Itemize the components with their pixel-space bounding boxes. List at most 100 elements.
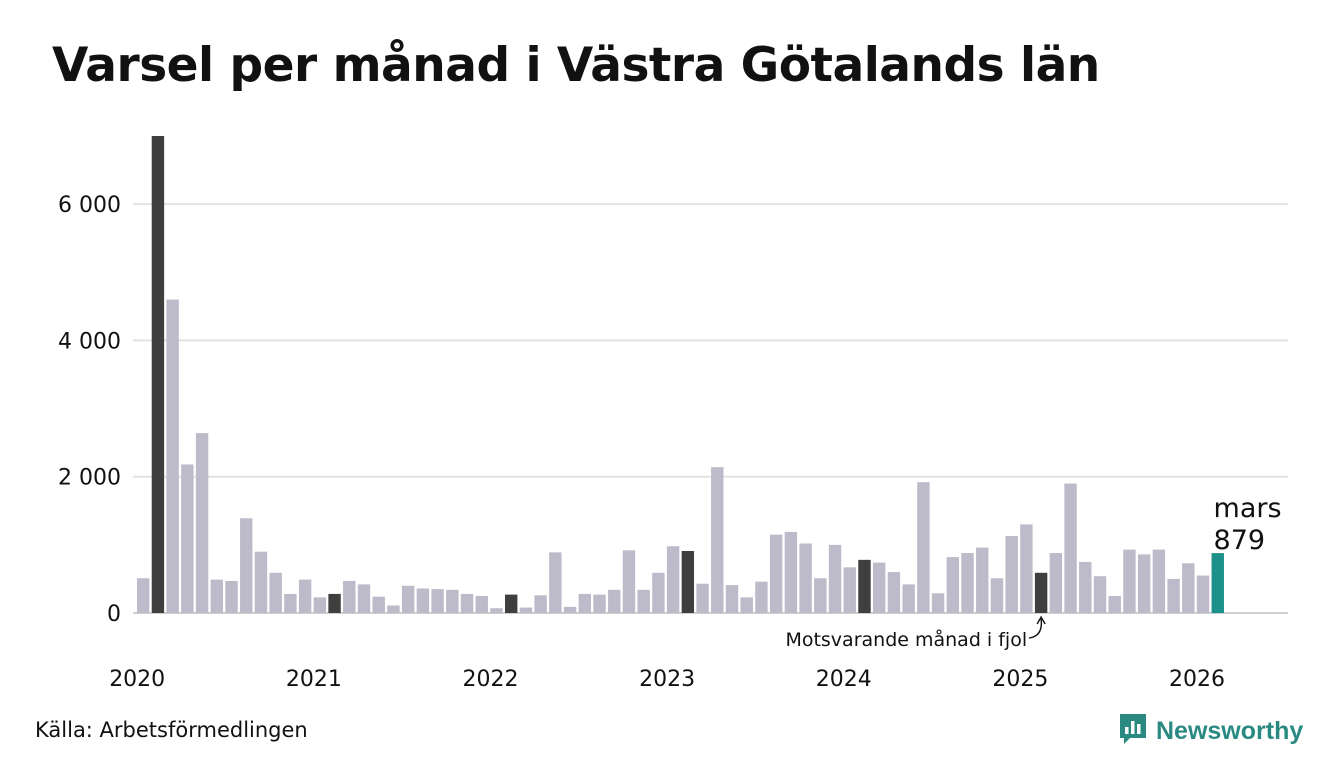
bar: [519, 607, 533, 613]
bar: [740, 597, 753, 613]
bar: [1079, 561, 1092, 613]
bar: [1182, 563, 1195, 613]
x-tick-label: 2021: [286, 667, 342, 692]
bar: [578, 593, 591, 613]
bar: [652, 572, 665, 613]
bar: [1196, 575, 1210, 613]
bar: [313, 597, 327, 613]
bar: [357, 584, 371, 613]
bar: [1005, 535, 1018, 613]
brand-logo[interactable]: Newsworthy: [1118, 712, 1303, 750]
chart-title: Varsel per månad i Västra Götalands län: [52, 38, 1100, 93]
bar: [769, 534, 783, 613]
bar: [828, 544, 842, 613]
bar: [814, 578, 827, 613]
bar: [181, 464, 194, 613]
bar: [563, 606, 577, 613]
x-tick-label: 2023: [639, 667, 695, 692]
bar: [151, 136, 165, 613]
bar: [505, 594, 518, 613]
x-axis: 2020 2021 2022 2023 2024 2025 2026: [109, 667, 1225, 692]
bar: [1108, 595, 1121, 613]
bar: [387, 605, 400, 613]
bar: [298, 579, 312, 613]
annotation-arrow: [1028, 618, 1043, 639]
bar: [549, 552, 562, 613]
bar: [254, 551, 268, 613]
bar: [490, 608, 503, 613]
bar: [225, 580, 238, 613]
bar: [446, 589, 459, 613]
bar: [1093, 576, 1107, 613]
bar: [475, 595, 488, 613]
bar: [416, 588, 430, 613]
bar: [784, 531, 798, 613]
source-note: Källa: Arbetsförmedlingen: [35, 718, 308, 742]
annotation-arrowhead: [1036, 615, 1046, 625]
bar: [401, 585, 415, 613]
bar: [166, 299, 179, 613]
bar: [931, 593, 945, 613]
bars: [137, 136, 1224, 613]
bar: [873, 562, 886, 613]
bar: [990, 578, 1004, 613]
bar: [328, 593, 341, 613]
bar: [210, 579, 223, 613]
bar: [887, 572, 901, 613]
x-tick-label: 2025: [992, 667, 1048, 692]
bar: [622, 550, 636, 613]
bar: [1167, 578, 1180, 613]
bar: [240, 518, 253, 613]
current-month-label: mars: [1214, 493, 1282, 524]
y-tick-label: 0: [107, 602, 121, 627]
x-tick-label: 2022: [462, 667, 518, 692]
bar: [460, 593, 474, 613]
bar: [195, 433, 209, 613]
bar: [755, 581, 768, 613]
bar: [696, 583, 709, 613]
bar: [917, 482, 930, 613]
bar: [961, 553, 974, 613]
brand-name: Newsworthy: [1156, 716, 1304, 745]
bar: [1034, 572, 1048, 613]
newsworthy-logo-icon: [1118, 712, 1148, 750]
bar: [1123, 549, 1136, 613]
current-month-value: 879: [1214, 525, 1266, 556]
bar: [372, 596, 385, 613]
bar: [1020, 524, 1033, 613]
bar: [269, 572, 282, 613]
bar: [902, 584, 915, 613]
x-tick-label: 2020: [109, 667, 165, 692]
gridlines: [133, 203, 1288, 614]
bar: [976, 547, 989, 613]
annotation-same-month: Motsvarande månad i fjol: [785, 628, 1027, 651]
bar: [666, 546, 680, 613]
bar: [137, 578, 150, 613]
x-tick-label: 2026: [1169, 667, 1225, 692]
bar: [284, 593, 297, 613]
bar: [799, 543, 812, 613]
y-tick-label: 6 000: [58, 193, 121, 218]
bar: [637, 589, 650, 613]
bar: [858, 559, 871, 613]
bar: [711, 467, 724, 613]
y-tick-label: 4 000: [58, 329, 121, 354]
bar: [843, 567, 856, 613]
bar: [1152, 549, 1166, 613]
bar: [1211, 553, 1224, 613]
bar: [1049, 553, 1063, 613]
bar: [534, 595, 547, 613]
bar: [725, 585, 739, 613]
bar: [431, 589, 444, 613]
bar: [1064, 483, 1077, 613]
y-tick-label: 2 000: [58, 466, 121, 491]
bar: [593, 594, 606, 613]
bar: [681, 550, 695, 613]
bar: [343, 580, 356, 613]
bar: [946, 557, 959, 613]
bar: [1137, 554, 1151, 613]
y-axis: 0 2 000 4 000 6 000: [58, 193, 121, 627]
x-tick-label: 2024: [816, 667, 872, 692]
